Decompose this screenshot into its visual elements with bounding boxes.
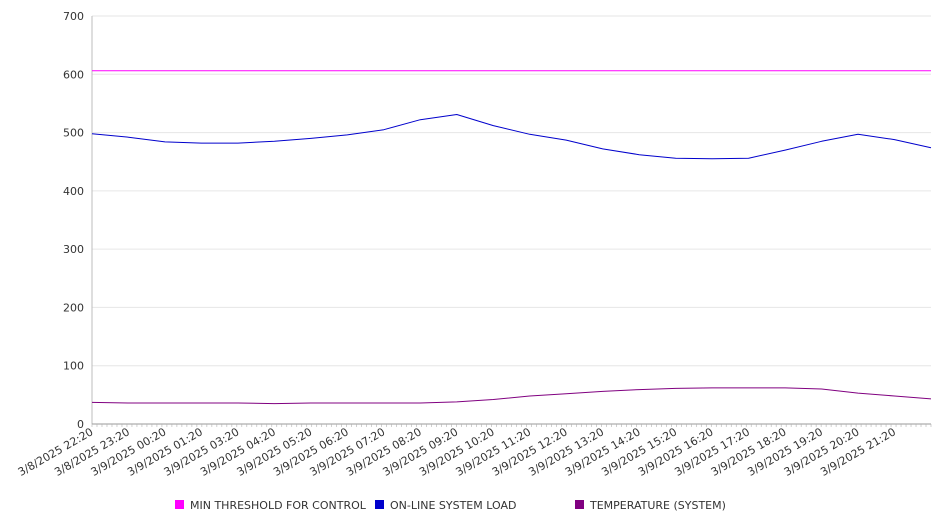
- legend-label: MIN THRESHOLD FOR CONTROL: [190, 499, 367, 512]
- legend: MIN THRESHOLD FOR CONTROL ON-LINE SYSTEM …: [175, 499, 726, 512]
- legend-label: ON-LINE SYSTEM LOAD: [390, 499, 516, 512]
- legend-item: TEMPERATURE (SYSTEM): [575, 499, 726, 512]
- y-tick-label: 400: [63, 185, 84, 198]
- y-tick-label: 600: [63, 68, 84, 81]
- y-tick-label: 0: [77, 418, 84, 431]
- legend-swatch: [375, 500, 384, 509]
- legend-swatch: [575, 500, 584, 509]
- series-line-2: [91, 387, 932, 405]
- y-tick-label: 700: [63, 10, 84, 23]
- series-group: [91, 70, 932, 405]
- legend-item: ON-LINE SYSTEM LOAD: [375, 499, 516, 512]
- legend-swatch: [175, 500, 184, 509]
- y-tick-label: 100: [63, 360, 84, 373]
- y-tick-label: 300: [63, 243, 84, 256]
- series-line-1: [91, 114, 932, 160]
- y-tick-label: 200: [63, 301, 84, 314]
- legend-item: MIN THRESHOLD FOR CONTROL: [175, 499, 367, 512]
- y-tick-label: 500: [63, 127, 84, 140]
- legend-label: TEMPERATURE (SYSTEM): [589, 499, 726, 512]
- grid: [92, 15, 931, 367]
